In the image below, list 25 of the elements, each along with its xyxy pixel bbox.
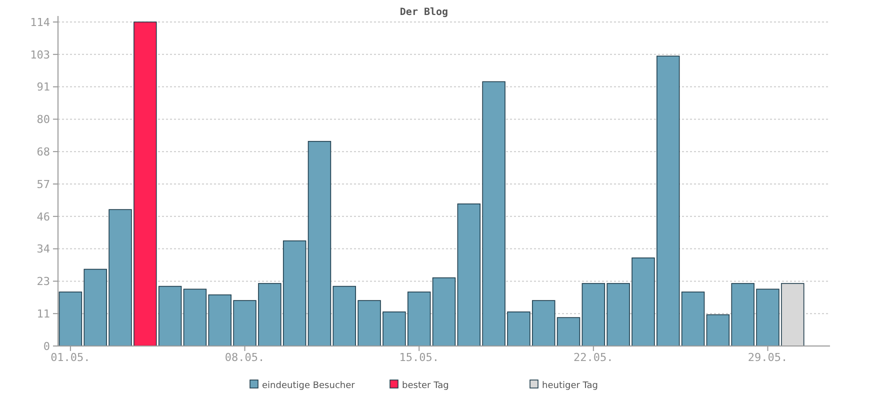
y-tick-label: 11: [36, 307, 50, 320]
y-tick-label: 80: [36, 113, 50, 126]
y-tick-label: 91: [36, 80, 50, 94]
x-tick-label: 22.05.: [574, 351, 614, 364]
bar: [681, 292, 705, 346]
y-tick-label: 0: [43, 340, 50, 353]
x-tick-label: 01.05.: [50, 351, 90, 364]
x-tick-label: 29.05.: [748, 351, 788, 364]
bar: [183, 288, 207, 346]
y-tick-label: 34: [36, 242, 50, 256]
legend-label: heutiger Tag: [542, 381, 598, 391]
bar: [556, 317, 580, 346]
y-tick-label: 57: [36, 178, 50, 191]
legend-label: bester Tag: [402, 381, 449, 391]
x-tick-label: 15.05.: [399, 351, 439, 364]
x-tick-label: 08.05.: [224, 351, 265, 364]
y-tick-label: 23: [36, 275, 50, 288]
chart-title: Der Blog: [400, 7, 448, 18]
legend-label: eindeutige Besucher: [262, 381, 356, 391]
y-tick-label: 103: [30, 48, 50, 62]
y-tick-label: 68: [36, 145, 50, 158]
y-tick-label: 46: [36, 210, 50, 224]
y-tick-label: 114: [30, 16, 50, 29]
bar: [308, 140, 332, 346]
bar: [432, 277, 456, 346]
